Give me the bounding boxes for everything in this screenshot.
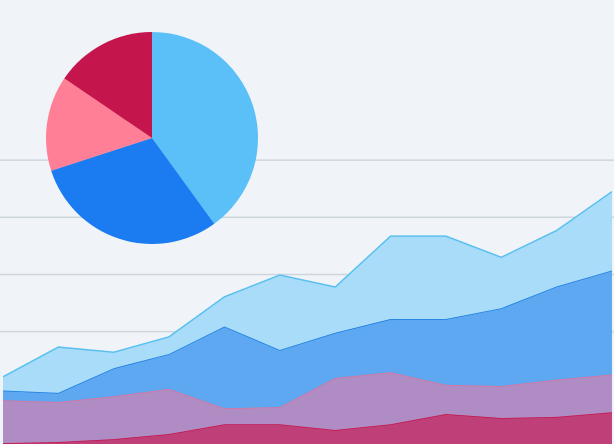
area [3,412,612,444]
pie-slice [51,138,215,245]
area-line [2,190,613,378]
area [3,372,612,444]
area [3,270,612,409]
pie-slice [46,78,152,171]
pie-slice [64,32,152,138]
pie-slice [152,32,258,224]
